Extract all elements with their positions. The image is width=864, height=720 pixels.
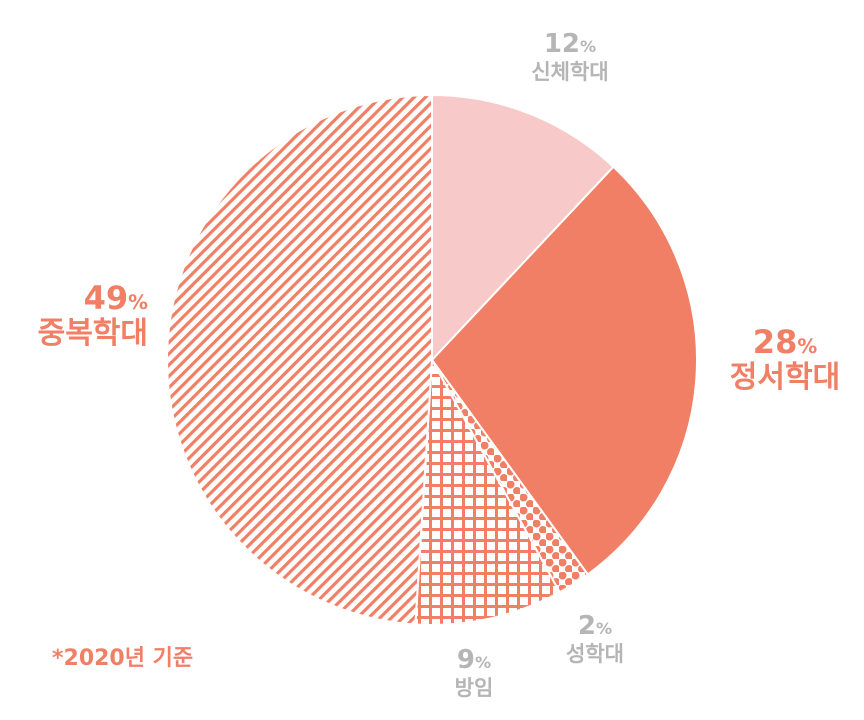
slice-label-sexual: 2% 성학대	[566, 611, 624, 666]
slice-label-emotional: 28% 정서학대	[729, 323, 841, 395]
chart-note: *2020년 기준	[52, 646, 194, 671]
slice-label-neglect: 9% 방임	[454, 645, 494, 700]
slice-label-physical: 12% 신체학대	[531, 29, 609, 84]
slice-neglect	[414, 356, 562, 626]
slice-emotional-abuse	[430, 165, 698, 576]
slice-label-multiple: 49% 중복학대	[37, 279, 148, 351]
slice-multiple-abuse	[166, 93, 433, 626]
slice-physical-abuse	[431, 93, 615, 363]
